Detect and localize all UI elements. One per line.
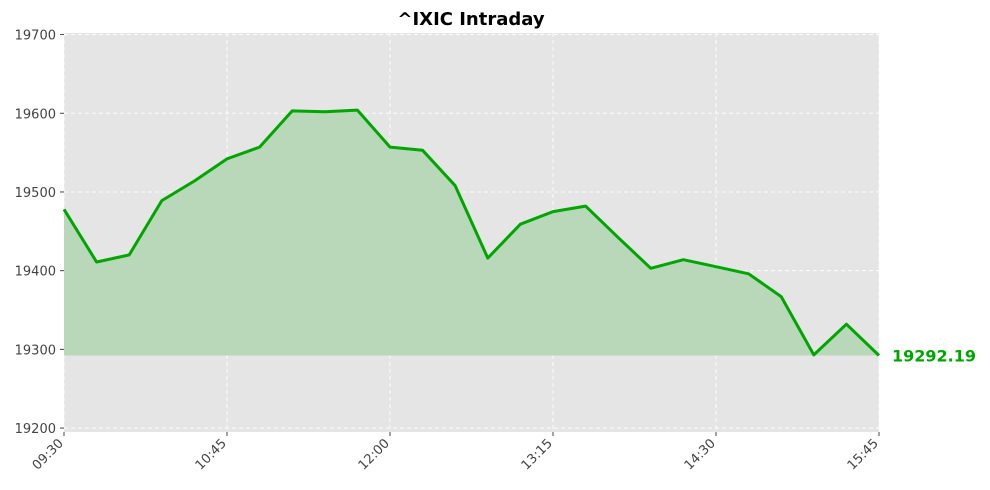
x-tick-label: 12:00: [356, 436, 393, 473]
x-tick-label: 09:30: [30, 436, 67, 473]
y-tick-label: 19200: [15, 422, 56, 437]
y-axis: 19200 19300 19400 19500 19600 19700: [15, 29, 64, 437]
area-fill: [64, 110, 879, 356]
y-tick-label: 19400: [15, 265, 56, 280]
y-tick-label: 19600: [15, 107, 56, 122]
data-points: [63, 110, 880, 356]
x-tick-label: 10:45: [193, 436, 230, 473]
chart-title: ^IXIC Intraday: [397, 9, 544, 30]
series-line: [62, 108, 881, 357]
x-tick-label: 14:30: [682, 436, 719, 473]
y-tick-label: 19700: [15, 29, 56, 44]
y-tick-label: 19300: [15, 343, 56, 358]
x-tick-label: 13:15: [519, 436, 556, 473]
last-value-label: 19292.19: [892, 347, 976, 366]
x-axis: 09:30 10:45 12:00 13:15 14:30 15:45: [30, 432, 882, 473]
x-tick-label: 15:45: [845, 436, 882, 473]
y-tick-label: 19500: [15, 186, 56, 201]
